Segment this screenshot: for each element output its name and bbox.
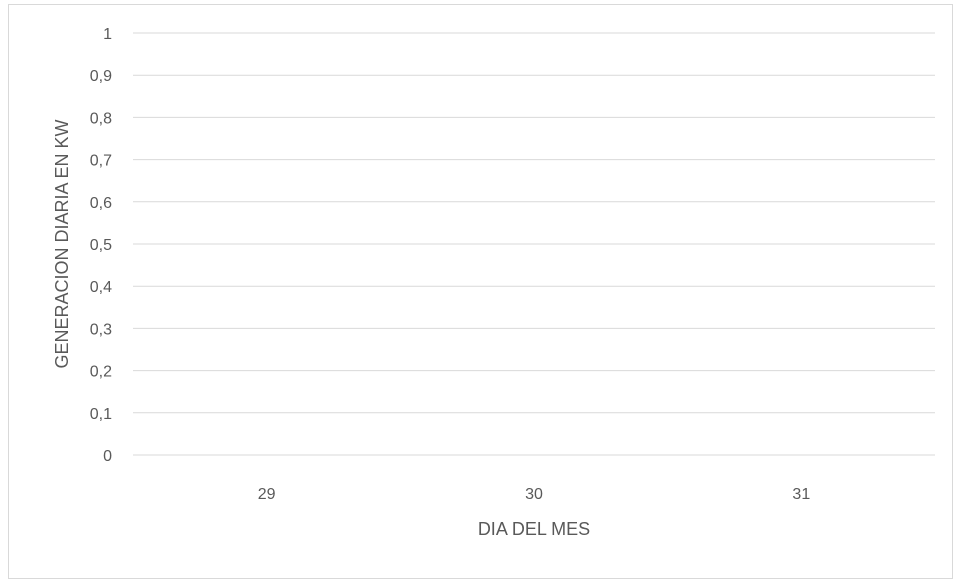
y-tick-label: 0,7 <box>90 153 112 170</box>
y-tick-label: 0,1 <box>90 406 112 423</box>
x-tick-label: 30 <box>525 486 543 503</box>
y-tick-label: 0,9 <box>90 68 112 85</box>
y-tick-label: 0,2 <box>90 364 112 381</box>
y-tick-label: 0,4 <box>90 279 112 296</box>
x-tick-label: 29 <box>258 486 276 503</box>
x-tick-label: 31 <box>792 486 810 503</box>
y-tick-label: 0 <box>103 448 112 465</box>
y-tick-label: 0,5 <box>90 237 112 254</box>
y-axis-ticks: 0 0,1 0,2 0,3 0,4 0,5 0,6 0,7 0,8 0,9 1 <box>90 26 112 465</box>
y-tick-label: 0,3 <box>90 321 112 338</box>
gridlines <box>133 33 935 413</box>
y-tick-label: 0,8 <box>90 110 112 127</box>
x-axis-title: DIA DEL MES <box>478 519 590 539</box>
x-axis-ticks: 29 30 31 <box>258 486 811 503</box>
y-tick-label: 1 <box>103 26 112 43</box>
y-tick-label: 0,6 <box>90 195 112 212</box>
y-axis-title: GENERACION DIARIA EN KW <box>52 119 72 368</box>
